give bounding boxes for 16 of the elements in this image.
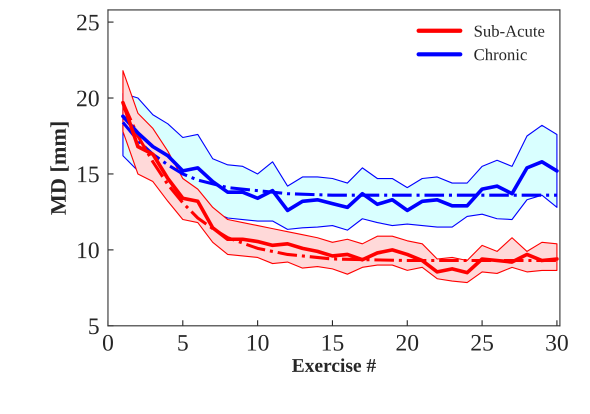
- x-tick-label: 10: [248, 334, 269, 351]
- legend-label: Sub-Acute: [474, 25, 544, 37]
- x-tick-label: 20: [396, 334, 418, 351]
- y-tick-label: 25: [77, 14, 99, 31]
- y-tick-label: 5: [89, 318, 99, 334]
- y-tick-label: 15: [78, 166, 99, 182]
- legend-label: Chronic: [474, 48, 527, 60]
- x-axis-title: Exercise #: [292, 358, 376, 372]
- x-tick-label: 25: [471, 334, 493, 351]
- y-tick-label: 20: [77, 90, 99, 106]
- x-tick-label: 0: [102, 334, 113, 351]
- x-tick-label: 15: [322, 334, 344, 351]
- y-tick-label: 10: [78, 242, 99, 258]
- y-axis-title: MD [mm]: [50, 122, 69, 215]
- x-tick-label: 5: [178, 335, 188, 351]
- x-tick-label: 30: [546, 334, 568, 351]
